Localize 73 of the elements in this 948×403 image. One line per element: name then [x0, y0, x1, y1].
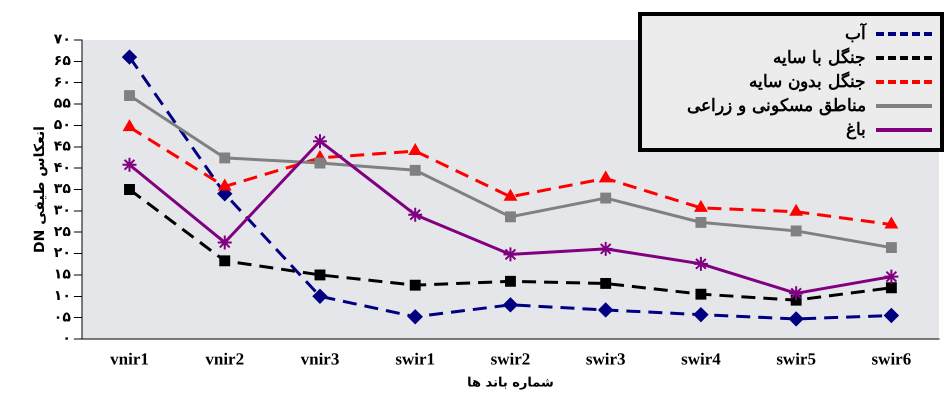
y-tick-label: ۴۵ [54, 138, 72, 154]
point [693, 307, 708, 322]
x-tick-label: swir4 [681, 350, 722, 369]
point [216, 234, 233, 250]
x-tick-label: swir3 [586, 350, 626, 369]
point [886, 282, 897, 294]
point [314, 269, 326, 280]
point [122, 156, 138, 173]
point [124, 184, 135, 195]
x-tick-label: swir2 [490, 350, 530, 369]
x-tick-label: swir6 [872, 350, 912, 369]
point [407, 206, 424, 223]
point [408, 309, 423, 324]
y-tick-label: ۵۰ [54, 117, 71, 134]
legend-label: جنگل با سایه [773, 48, 866, 68]
y-tick-label: ۷۰ [54, 32, 71, 48]
x-tick-label: vnir3 [300, 350, 340, 369]
legend-label: مناطق مسکونی و زراعی [687, 96, 866, 116]
point [694, 200, 708, 212]
y-tick-label: ۶۰ [54, 74, 71, 90]
legend-label: آب [845, 24, 866, 44]
x-axis-title: شماره باند ها [467, 376, 554, 391]
point [886, 242, 897, 254]
x-tick-label: vnir2 [205, 350, 244, 369]
point [218, 179, 232, 191]
point [884, 308, 899, 324]
point [219, 152, 230, 164]
point [788, 285, 804, 302]
point [502, 246, 518, 262]
point [598, 240, 614, 257]
point [599, 170, 612, 182]
point [790, 225, 802, 236]
point [502, 297, 518, 312]
y-tick-label: ۳۰ [54, 202, 71, 218]
x-tick-label: vnir1 [110, 350, 149, 369]
y-axis-title: DN انعکاس طیفی [32, 126, 48, 253]
y-tick-label: ۳۵ [54, 181, 72, 198]
y-tick-label: ۶۵ [54, 53, 72, 69]
point [122, 120, 136, 132]
y-tick-label: ۲۰ [54, 245, 71, 262]
x-tick-label: swir5 [776, 350, 816, 369]
point [884, 217, 898, 229]
point [410, 164, 421, 176]
legend-label: باغ [846, 120, 866, 140]
x-tick-label: swir1 [395, 350, 436, 369]
point [504, 211, 516, 222]
point [598, 302, 614, 318]
point [124, 90, 135, 101]
y-tick-label: ۱۰ [54, 288, 71, 304]
y-tick-label: ۴۰ [54, 160, 71, 176]
y-tick-label: ۵۵ [54, 96, 72, 112]
point [314, 158, 326, 168]
point [312, 133, 328, 150]
y-tick-label: ۲۵ [54, 224, 72, 240]
point [790, 204, 803, 216]
y-tick-label: ۰۵ [54, 309, 72, 326]
point [695, 216, 706, 228]
point [312, 288, 328, 304]
point [219, 255, 230, 266]
point [600, 278, 612, 289]
point [692, 256, 709, 272]
point [695, 288, 706, 300]
point [788, 311, 804, 326]
point [408, 144, 422, 156]
point [504, 276, 516, 287]
point [410, 280, 421, 291]
point [883, 268, 900, 285]
point [504, 189, 518, 201]
point [122, 50, 138, 65]
point [600, 192, 612, 204]
y-tick-label: ۰ [62, 330, 71, 347]
y-tick-label: ۱۵ [54, 266, 72, 283]
legend-label: جنگل بدون سایه [749, 72, 866, 92]
